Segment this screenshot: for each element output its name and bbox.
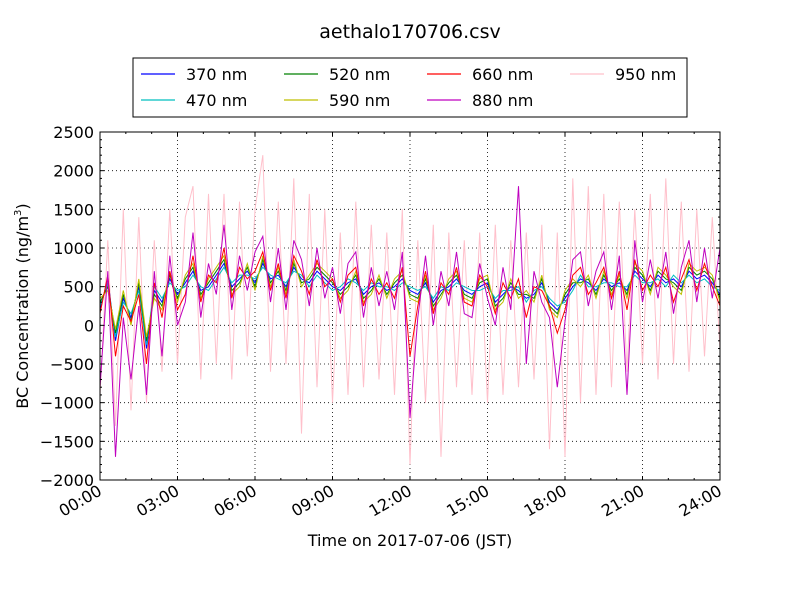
legend-frame xyxy=(132,57,688,118)
y-tick-label: 1000 xyxy=(53,239,94,258)
y-tick-label: 1500 xyxy=(53,200,94,219)
y-axis: −2000 −1500 −1000 −500 0 500 1000 1500 2000 2500 xyxy=(40,123,720,490)
y-tick-label: 2500 xyxy=(53,123,94,142)
legend-label: 370 nm xyxy=(186,65,247,84)
legend-label: 520 nm xyxy=(329,65,390,84)
legend-items: 370 nm 470 nm 520 nm 590 nm 660 nm 880 nm 950 … xyxy=(141,65,676,110)
grid-lines xyxy=(100,132,720,480)
y-tick-label: −1000 xyxy=(40,394,94,413)
legend-label: 880 nm xyxy=(472,91,533,110)
legend-label: 470 nm xyxy=(186,91,247,110)
y-tick-label: 0 xyxy=(84,316,94,335)
chart-title: aethalo170706.csv xyxy=(319,21,501,43)
y-axis-label: BC Concentration (ng/m3) xyxy=(13,203,32,408)
legend-label: 660 nm xyxy=(472,65,533,84)
series-line-880-nm xyxy=(100,186,720,457)
y-tick-label: 500 xyxy=(63,278,94,297)
y-tick-label: −2000 xyxy=(40,471,94,490)
series-line-470-nm xyxy=(100,266,720,345)
y-tick-label: 2000 xyxy=(53,162,94,181)
y-axis-label-main: BC Concentration (ng/m xyxy=(13,216,32,409)
x-axis-label: Time on 2017-07-06 (JST) xyxy=(307,531,512,550)
legend-label: 590 nm xyxy=(329,91,390,110)
series-line-660-nm xyxy=(100,247,720,365)
legend-label: 950 nm xyxy=(615,65,676,84)
series-line-950-nm xyxy=(100,155,720,465)
y-axis-label-superscript: 3 xyxy=(13,210,24,216)
series-layer xyxy=(100,155,720,465)
y-tick-label: −500 xyxy=(50,355,94,374)
series-line-370-nm xyxy=(100,262,720,349)
y-tick-label: −1500 xyxy=(40,432,94,451)
legend: 370 nm 470 nm 520 nm 590 nm 660 nm 880 nm 950 … xyxy=(132,57,688,118)
y-axis-label-close: ) xyxy=(13,203,32,209)
